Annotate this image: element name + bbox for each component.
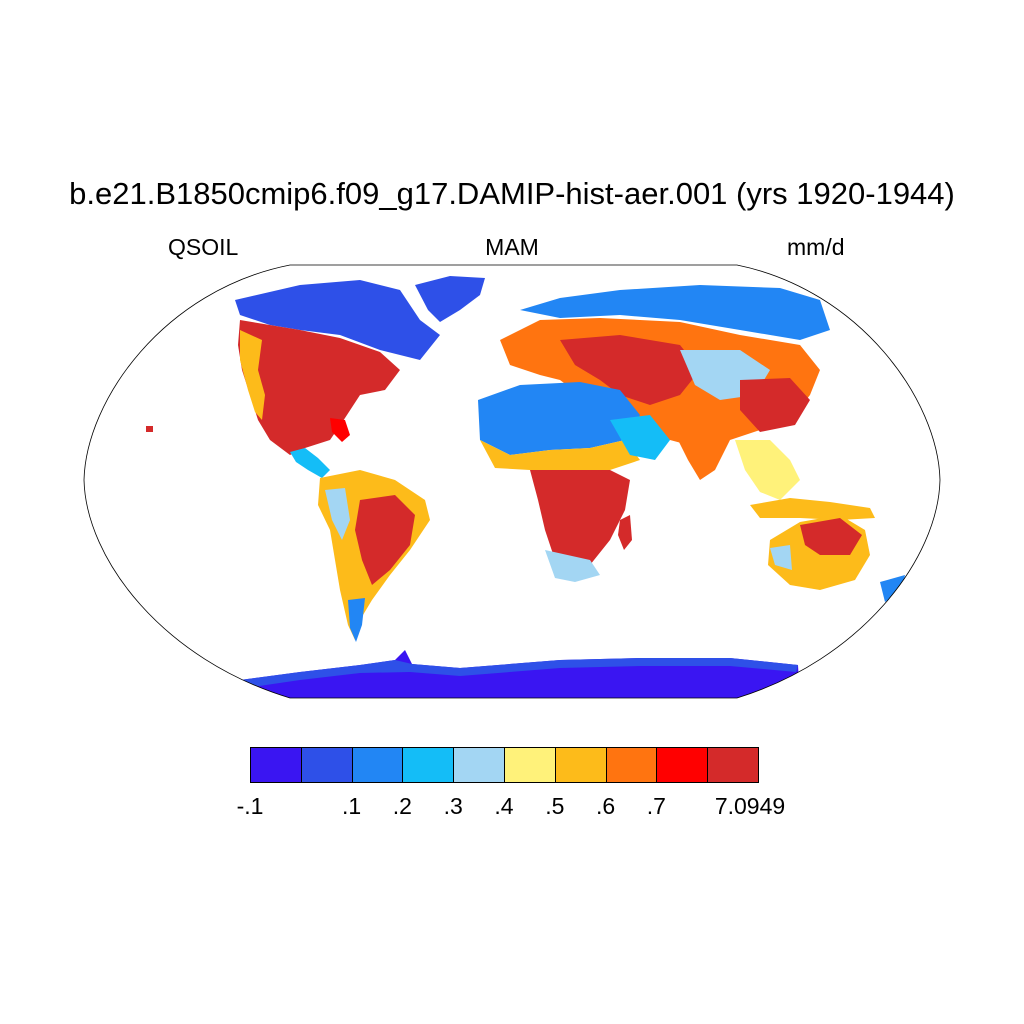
canada-arctic (235, 280, 440, 360)
variable-label: QSOIL (168, 234, 239, 260)
na-west (240, 330, 265, 420)
florida (330, 418, 350, 442)
colorbar-swatch (351, 747, 404, 783)
africa-south (530, 470, 630, 575)
colorbar-tick-label: .3 (443, 793, 463, 819)
colorbar-swatch (250, 747, 302, 783)
colorbar-tick-label: 7.0949 (714, 793, 786, 819)
sa-core (355, 495, 415, 585)
colorbar-tick-label: .2 (392, 793, 412, 819)
greenland (415, 276, 485, 322)
colorbar-tick-label: -.1 (236, 793, 264, 819)
arabia (610, 415, 670, 460)
season-label: MAM (485, 234, 539, 260)
colorbar-swatch (707, 747, 759, 783)
hawaii (146, 426, 153, 432)
globe-outline (83, 264, 941, 699)
indonesia (750, 498, 875, 520)
madagascar (618, 515, 632, 550)
australia-west (770, 545, 792, 570)
colorbar-swatch (605, 747, 658, 783)
africa-north (478, 382, 640, 455)
australia-north (800, 518, 862, 555)
colorbar-swatch (656, 747, 709, 783)
colorbar-tick-label: .4 (494, 793, 514, 819)
india (675, 418, 730, 480)
antarctica-coast (240, 658, 798, 688)
plot-title: b.e21.B1850cmip6.f09_g17.DAMIP-hist-aer.… (69, 176, 955, 211)
se-asia (735, 440, 800, 500)
colorbar-tick-label: .1 (342, 793, 362, 819)
new-zealand (880, 575, 905, 602)
colorbar-tick-label: .7 (646, 793, 666, 819)
china (740, 378, 810, 432)
units-label: mm/d (787, 234, 845, 260)
central-america (290, 448, 330, 478)
sa-west (325, 488, 350, 540)
colorbar-tick-label: .6 (596, 793, 616, 819)
colorbar-tick-label: .5 (545, 793, 565, 819)
north-america (238, 320, 400, 455)
colorbar-swatch (453, 747, 505, 783)
eurasia-core (560, 335, 700, 405)
eurasia-north (520, 285, 830, 340)
colorbar-swatch (402, 747, 455, 783)
colorbar-swatch (504, 747, 556, 783)
sahel (480, 440, 640, 470)
colorbar-swatch (300, 747, 353, 783)
south-africa (545, 550, 600, 582)
colorbar-swatch (554, 747, 607, 783)
sa-south (348, 598, 365, 642)
